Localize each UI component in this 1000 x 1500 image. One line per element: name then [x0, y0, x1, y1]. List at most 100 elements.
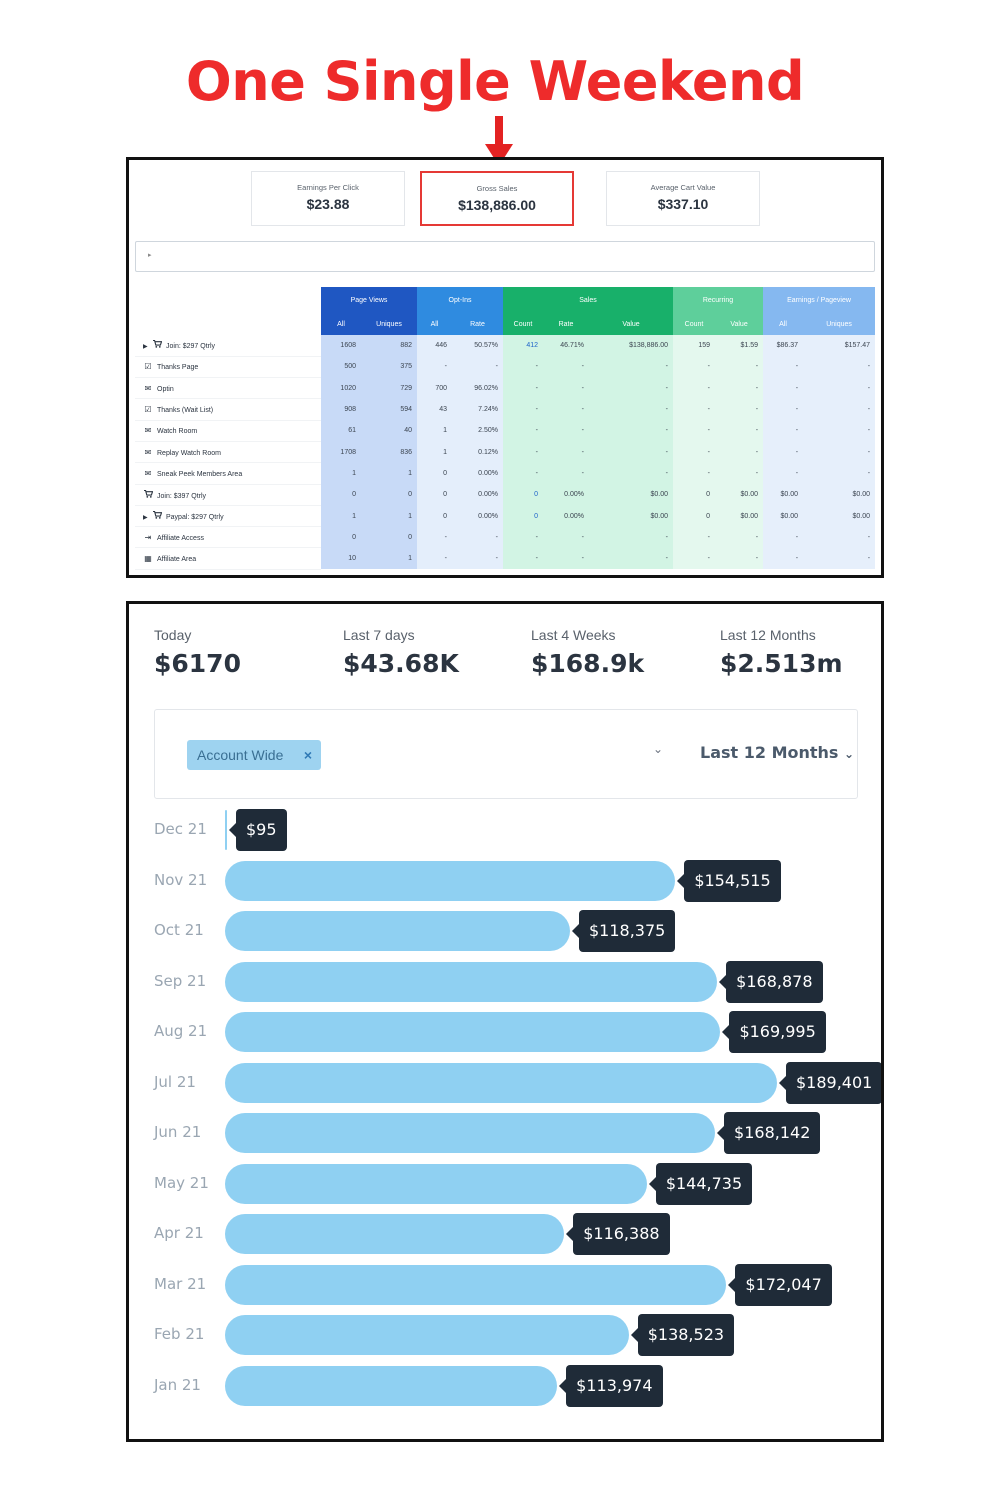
- table-row[interactable]: ✉ Optin 1020 729 700 96.02% - - - - - - -: [135, 377, 876, 400]
- filter-bar[interactable]: ▸: [135, 241, 875, 272]
- summary-label: Last 4 Weeks: [531, 627, 616, 643]
- close-icon[interactable]: ×: [303, 747, 312, 763]
- stat-cell: 159: [673, 335, 716, 357]
- step-name: Affiliate Access: [157, 534, 204, 542]
- revenue-bar[interactable]: [225, 860, 676, 901]
- stat-cell: -: [452, 547, 504, 570]
- summary-value: $6170: [154, 649, 241, 678]
- column-header[interactable]: Uniques: [803, 313, 876, 335]
- revenue-bar[interactable]: [225, 1062, 777, 1103]
- stat-cell: 1: [361, 462, 417, 485]
- card-label: Gross Sales: [476, 184, 518, 193]
- stat-cell: $0.00: [803, 484, 876, 506]
- funnel-stats-panel: Earnings Per Click $23.88 Gross Sales $1…: [126, 157, 884, 578]
- column-header[interactable]: Count: [673, 313, 716, 335]
- card-value: $23.88: [306, 196, 350, 212]
- stat-cell: 446: [417, 335, 452, 357]
- period-dropdown[interactable]: Last 12 Months ⌄: [700, 743, 854, 762]
- stat-cell: 61: [321, 420, 361, 442]
- table-row[interactable]: ✉ Sneak Peek Members Area 1 1 0 0.00% - - - - - - -: [135, 462, 876, 485]
- revenue-bar[interactable]: [225, 961, 718, 1002]
- revenue-panel: Today $6170 Last 7 days $43.68K Last 4 W…: [126, 601, 884, 1442]
- earnings-per-click-card: Earnings Per Click $23.88: [251, 171, 405, 226]
- stat-cell: -: [543, 356, 590, 378]
- stat-cell: -: [543, 398, 590, 421]
- envelope-icon: ✉: [144, 426, 152, 436]
- revenue-bar[interactable]: [225, 1113, 716, 1153]
- average-cart-value-card: Average Cart Value $337.10: [606, 171, 760, 226]
- stat-cell: -: [452, 526, 504, 548]
- cart-icon: [152, 510, 162, 521]
- caret-right-icon[interactable]: ▸: [148, 252, 152, 259]
- revenue-bar[interactable]: [225, 1315, 629, 1355]
- table-row[interactable]: ✉ Watch Room 61 40 1 2.50% - - - - - - -: [135, 420, 876, 442]
- stat-cell: 0.00%: [543, 484, 590, 506]
- stat-cell: -: [803, 547, 876, 570]
- account-wide-chip[interactable]: Account Wide ×: [187, 740, 321, 770]
- table-row[interactable]: ☑ Thanks (Wait List) 908 594 43 7.24% - - - - - - -: [135, 398, 876, 421]
- column-header[interactable]: Rate: [452, 313, 504, 335]
- table-row[interactable]: ▶ Paypal: $297 Qtrly 1 1 0 0.00% 0 0.00% $0.00 0 $…: [135, 505, 876, 528]
- revenue-bar[interactable]: [225, 1163, 647, 1204]
- stat-cell: -: [715, 526, 764, 548]
- stat-cell: 500: [321, 356, 361, 378]
- table-row[interactable]: ▦ Affiliate Area 10 1- - - - - - - - -: [135, 547, 876, 570]
- table-row[interactable]: ✉ Replay Watch Room 1708 836 1 0.12% - - - - - - -: [135, 441, 876, 464]
- table-row[interactable]: Join: $397 Qtrly 0 0 0 0.00% 0 0.00% $0.00 0 $0.0…: [135, 484, 876, 506]
- summary-last-12-months: Last 12 Months $2.513m: [720, 627, 843, 678]
- value-label: $95: [229, 809, 287, 851]
- table-row[interactable]: ⇥ Affiliate Access 0 0- - - - - - - - -: [135, 526, 876, 549]
- column-header[interactable]: All: [417, 313, 452, 335]
- stat-cell: -: [763, 441, 804, 463]
- column-header[interactable]: All: [763, 313, 804, 335]
- stat-cell: 882: [361, 335, 417, 357]
- stat-cell: -: [417, 356, 452, 378]
- stat-cell: -: [715, 377, 764, 399]
- expand-icon[interactable]: ▶: [143, 515, 148, 522]
- column-header[interactable]: Value: [589, 313, 674, 335]
- summary-last-4-weeks: Last 4 Weeks $168.9k: [531, 627, 644, 678]
- stat-cell: 0: [503, 505, 544, 527]
- table-row[interactable]: ☑ Thanks Page 500 375- - - - - - - - -: [135, 356, 876, 379]
- expand-icon[interactable]: ▶: [143, 344, 148, 351]
- group-header: Opt-Ins: [417, 287, 504, 313]
- summary-today: Today $6170: [154, 627, 241, 678]
- stat-cell: 1: [321, 462, 361, 485]
- column-header[interactable]: Rate: [543, 313, 590, 335]
- stat-cell: -: [417, 526, 452, 548]
- revenue-bar[interactable]: [225, 1012, 721, 1052]
- stat-cell: 0: [503, 484, 544, 506]
- checkbox-icon: ☑: [144, 405, 152, 415]
- stat-cell: 0.00%: [452, 505, 504, 527]
- stat-cell: -: [503, 356, 544, 378]
- stat-cell: -: [803, 377, 876, 399]
- step-name: Thanks Page: [157, 364, 199, 372]
- stat-cell: -: [715, 441, 764, 463]
- category-label: Feb 21: [154, 1325, 205, 1343]
- stat-cell: 836: [361, 441, 417, 463]
- stat-cell: 1: [321, 505, 361, 527]
- revenue-bar[interactable]: [225, 1214, 565, 1254]
- table-row[interactable]: ▶ Join: $297 Qtrly 1608 882 446 50.57% 412 46.7…: [135, 335, 876, 357]
- stat-cell: 46.71%: [543, 335, 590, 357]
- revenue-bar[interactable]: [225, 810, 227, 850]
- stat-cell: 0.00%: [452, 484, 504, 506]
- chevron-down-icon[interactable]: ⌄: [653, 742, 664, 756]
- column-header[interactable]: All: [321, 313, 361, 335]
- column-header[interactable]: Uniques: [361, 313, 417, 335]
- stat-cell: 43: [417, 398, 452, 421]
- revenue-bar[interactable]: [225, 1365, 558, 1406]
- stat-cell: -: [803, 441, 876, 463]
- revenue-bar[interactable]: [225, 911, 570, 951]
- step-name-cell: ☑ Thanks (Wait List): [135, 398, 321, 421]
- group-header: Recurring: [673, 287, 764, 313]
- column-header[interactable]: Value: [715, 313, 764, 335]
- value-label: $118,375: [571, 910, 676, 952]
- stat-cell: 2.50%: [452, 420, 504, 442]
- summary-label: Last 12 Months: [720, 627, 816, 643]
- stat-cell: -: [543, 547, 590, 570]
- column-header[interactable]: Count: [503, 313, 544, 335]
- revenue-bar[interactable]: [225, 1264, 727, 1305]
- down-arrow-icon: [485, 116, 513, 166]
- category-label: Apr 21: [154, 1224, 204, 1242]
